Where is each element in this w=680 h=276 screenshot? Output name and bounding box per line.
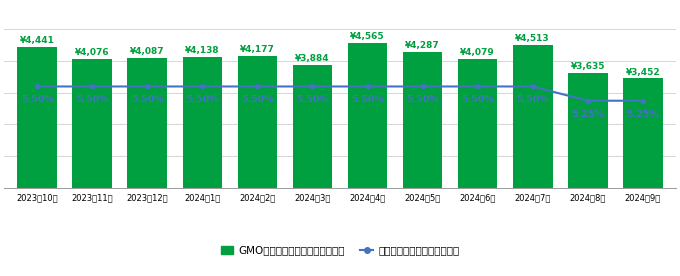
- Text: 5.25%: 5.25%: [626, 110, 659, 119]
- Text: ¥3,884: ¥3,884: [295, 54, 330, 63]
- Text: 5.50%: 5.50%: [516, 95, 549, 104]
- Text: ¥4,565: ¥4,565: [350, 32, 385, 41]
- Text: 5.50%: 5.50%: [186, 95, 219, 104]
- Text: 5.50%: 5.50%: [296, 95, 329, 104]
- Bar: [568, 73, 607, 188]
- Text: ¥4,079: ¥4,079: [460, 48, 495, 57]
- Bar: [623, 78, 662, 188]
- Text: ¥4,087: ¥4,087: [130, 47, 165, 57]
- Bar: [458, 59, 498, 188]
- Text: ¥3,452: ¥3,452: [626, 68, 660, 77]
- Text: ¥3,635: ¥3,635: [571, 62, 605, 71]
- Legend: GMOクリック証券の月間スワップ, ニュージーランドの政策金利: GMOクリック証券の月間スワップ, ニュージーランドの政策金利: [216, 241, 464, 260]
- Text: ¥4,177: ¥4,177: [240, 45, 275, 54]
- Text: 5.25%: 5.25%: [571, 110, 604, 119]
- Bar: [127, 59, 167, 188]
- Text: 5.50%: 5.50%: [241, 95, 274, 104]
- Text: 5.50%: 5.50%: [76, 95, 109, 104]
- Bar: [237, 55, 277, 188]
- Bar: [347, 43, 388, 188]
- Text: ¥4,138: ¥4,138: [185, 46, 220, 55]
- Text: 5.50%: 5.50%: [461, 95, 494, 104]
- Text: ¥4,513: ¥4,513: [515, 34, 550, 43]
- Text: ¥4,076: ¥4,076: [75, 48, 109, 57]
- Text: 5.50%: 5.50%: [351, 95, 384, 104]
- Bar: [513, 45, 553, 188]
- Text: ¥4,441: ¥4,441: [20, 36, 54, 45]
- Bar: [403, 52, 443, 188]
- Bar: [182, 57, 222, 188]
- Text: 5.50%: 5.50%: [21, 95, 54, 104]
- Text: ¥4,287: ¥4,287: [405, 41, 440, 50]
- Bar: [292, 65, 333, 188]
- Bar: [18, 47, 57, 188]
- Text: 5.50%: 5.50%: [406, 95, 439, 104]
- Bar: [73, 59, 112, 188]
- Text: 5.50%: 5.50%: [131, 95, 164, 104]
